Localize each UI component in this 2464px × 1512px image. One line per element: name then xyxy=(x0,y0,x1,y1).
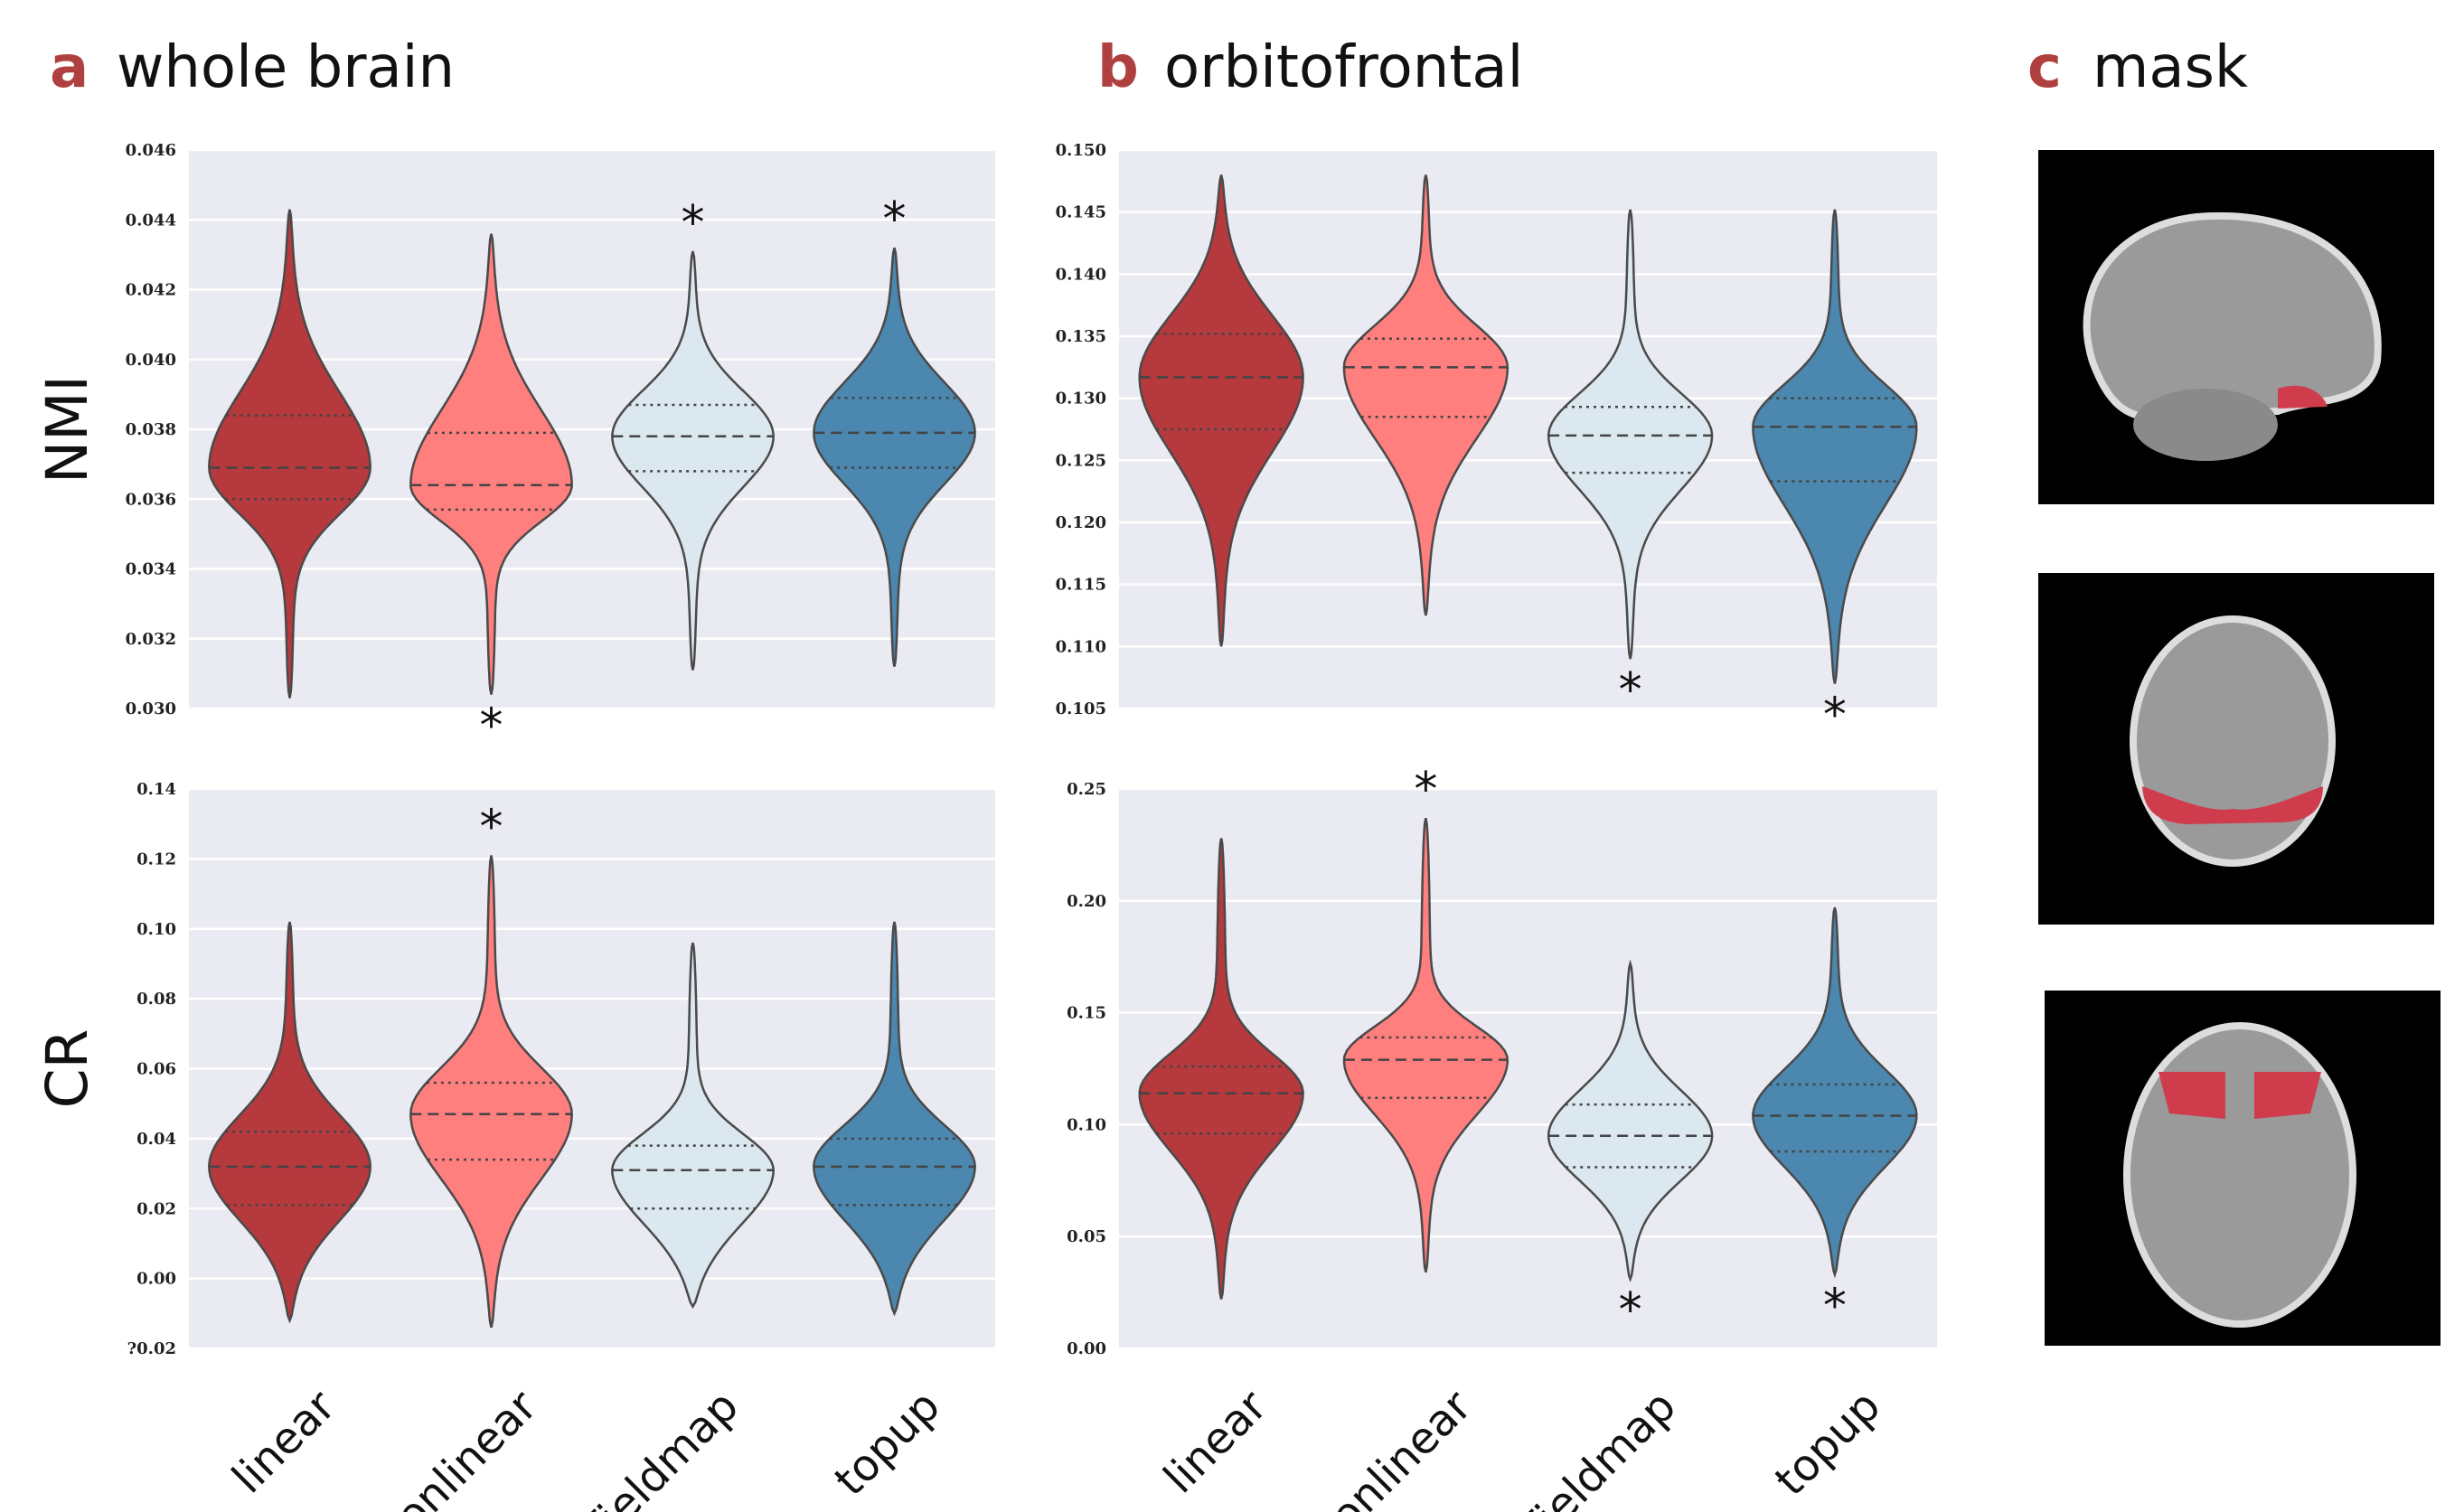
y-tick-label: 0.038 xyxy=(126,420,176,439)
y-axis-label: CR xyxy=(34,1029,100,1109)
significance-star: * xyxy=(480,700,503,754)
y-tick-label: 0.02 xyxy=(136,1199,176,1218)
panel-letter: c xyxy=(2027,34,2062,101)
cerebellum xyxy=(2133,389,2278,461)
x-tick-label: topup xyxy=(825,1381,950,1506)
y-tick-label: 0.044 xyxy=(126,211,176,230)
y-tick-label: 0.115 xyxy=(1056,576,1106,595)
panel-title: orbitofrontal xyxy=(1164,34,1523,101)
y-tick-label: 0.150 xyxy=(1056,141,1106,160)
panel-title: mask xyxy=(2093,34,2248,101)
significance-star: * xyxy=(682,196,705,250)
y-tick-label: 0.110 xyxy=(1056,637,1106,656)
mask-panel: c mask xyxy=(2027,34,2440,1346)
y-tick-label: 0.08 xyxy=(136,990,176,1009)
significance-star: * xyxy=(883,193,907,247)
brain-coronal xyxy=(2133,619,2332,863)
y-tick-label: 0.042 xyxy=(126,281,176,300)
y-tick-label: 0.120 xyxy=(1056,513,1106,532)
significance-star: * xyxy=(1823,689,1847,743)
significance-star: * xyxy=(1414,763,1437,817)
y-tick-label: 0.034 xyxy=(126,560,176,579)
y-tick-label: 0.10 xyxy=(136,920,176,939)
y-tick-label: ?0.02 xyxy=(127,1339,176,1358)
y-tick-label: 0.15 xyxy=(1067,1004,1106,1023)
y-tick-label: 0.030 xyxy=(126,700,176,718)
x-tick-label: linear xyxy=(1154,1381,1277,1504)
panel-letter: a xyxy=(50,34,89,101)
figure: c mask 0.030 0.032 0.034 0.036 0.038 0.040 0.0… xyxy=(0,0,2464,1512)
brain-axial xyxy=(2127,1026,2353,1324)
x-tick-label: nonlinear xyxy=(1301,1381,1481,1512)
y-tick-label: 0.00 xyxy=(136,1270,176,1289)
x-tick-label: linear xyxy=(222,1381,345,1504)
x-tick-label: fieldmap xyxy=(578,1381,748,1512)
y-tick-label: 0.12 xyxy=(136,850,176,869)
y-tick-label: 0.140 xyxy=(1056,265,1106,284)
y-tick-label: 0.046 xyxy=(126,141,176,160)
y-tick-label: 0.040 xyxy=(126,351,176,370)
y-tick-label: 0.130 xyxy=(1056,390,1106,409)
x-tick-label: topup xyxy=(1765,1381,1890,1506)
y-tick-label: 0.032 xyxy=(126,630,176,649)
significance-star: * xyxy=(1823,1279,1847,1333)
y-tick-label: 0.20 xyxy=(1067,892,1106,911)
y-tick-label: 0.04 xyxy=(136,1130,176,1149)
y-tick-label: 0.125 xyxy=(1056,451,1106,470)
y-tick-label: 0.10 xyxy=(1067,1115,1106,1134)
panel-letter: b xyxy=(1097,34,1139,101)
significance-star: * xyxy=(1619,1283,1642,1338)
y-axis-label: NMI xyxy=(34,375,100,484)
y-tick-label: 0.145 xyxy=(1056,203,1106,222)
y-tick-label: 0.05 xyxy=(1067,1227,1106,1246)
y-tick-label: 0.135 xyxy=(1056,327,1106,346)
y-tick-label: 0.105 xyxy=(1056,700,1106,718)
significance-star: * xyxy=(1619,663,1642,718)
y-tick-label: 0.25 xyxy=(1067,780,1106,799)
panel-title: whole brain xyxy=(117,34,455,101)
y-tick-label: 0.036 xyxy=(126,490,176,509)
y-tick-label: 0.00 xyxy=(1067,1339,1106,1358)
x-tick-label: nonlinear xyxy=(366,1381,547,1512)
y-tick-label: 0.06 xyxy=(136,1060,176,1079)
x-tick-label: fieldmap xyxy=(1516,1381,1686,1512)
y-tick-label: 0.14 xyxy=(136,780,176,799)
significance-star: * xyxy=(480,801,503,855)
